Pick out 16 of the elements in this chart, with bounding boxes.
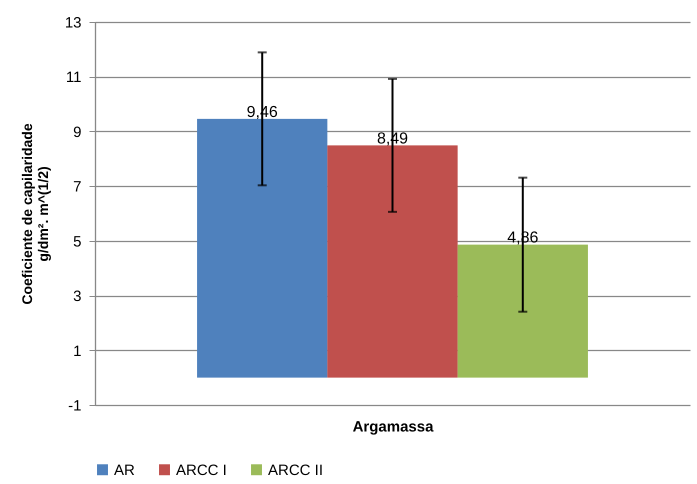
- y-tick-label: -1: [68, 398, 82, 414]
- bar: [327, 145, 458, 378]
- y-tick-label: 3: [73, 288, 82, 306]
- legend-label: ARCC II: [268, 462, 324, 479]
- y-tick-label: 9: [73, 124, 82, 141]
- bar: [458, 244, 588, 378]
- bar: [197, 118, 328, 378]
- y-tick-label: 5: [73, 233, 82, 250]
- y-axis-title: Coeficiente de capilaridade g/dm². m^(1/2): [18, 123, 51, 305]
- x-axis-title: Argamassa: [352, 418, 434, 436]
- y-tick-label: 7: [73, 178, 82, 196]
- y-tick-label: 13: [64, 14, 82, 32]
- legend-label: AR: [114, 462, 136, 479]
- y-tick-label: 11: [66, 69, 82, 86]
- legend-label: ARCC I: [176, 462, 227, 479]
- y-tick-label: 1: [73, 342, 82, 360]
